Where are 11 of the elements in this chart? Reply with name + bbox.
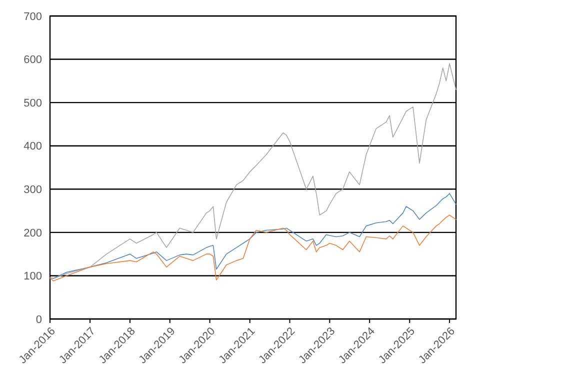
y-tick-label: 100: [24, 270, 42, 283]
y-tick-label: 0: [36, 314, 42, 326]
y-tick-label: 200: [24, 227, 42, 240]
y-tick-label: 400: [24, 140, 42, 153]
y-tick-label: 500: [24, 97, 42, 110]
line-series: [50, 63, 456, 280]
y-tick-label: 700: [24, 10, 42, 23]
y-tick-label: 300: [24, 184, 42, 196]
y-tick-label: 600: [24, 54, 42, 66]
line-series: [50, 214, 456, 282]
line-series: [50, 193, 456, 279]
